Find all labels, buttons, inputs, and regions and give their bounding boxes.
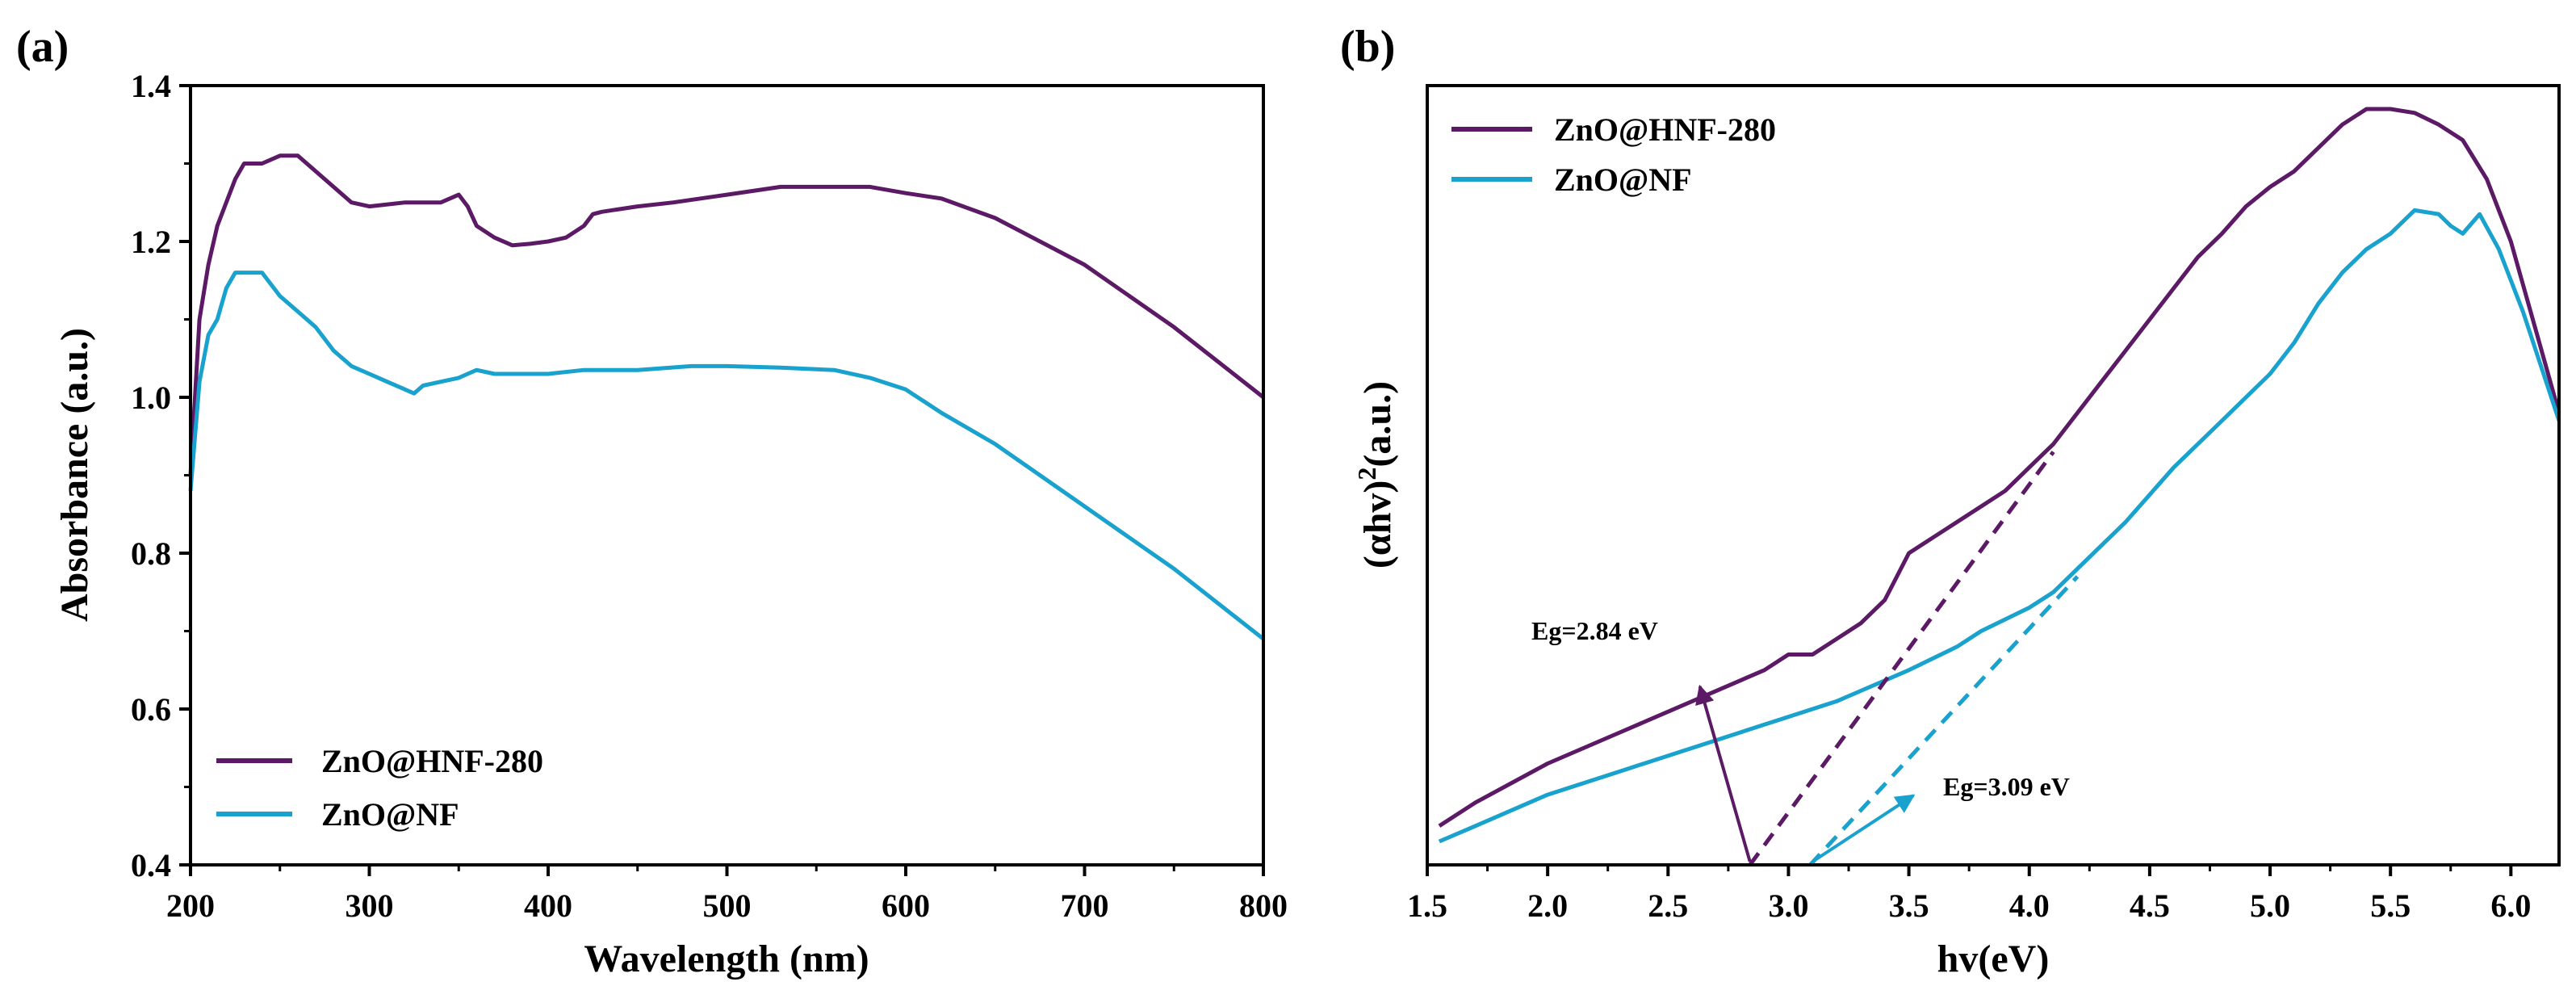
panel-b-tauc-chart: (b) 1.5 2.0 2.5 3.0 3.5 4.0 4.5 5.0 5.5 6.0 Eg=2.… bbox=[1340, 22, 2561, 980]
panel-b-legend-label-hnf: ZnO@HNF-280 bbox=[1554, 111, 1776, 148]
panel-a-x-axis-title: Wavelength (nm) bbox=[584, 938, 869, 980]
panel-b-y-axis-title-superscript: 2 bbox=[1352, 468, 1381, 480]
panel-a-y-tick-label: 0.8 bbox=[131, 535, 171, 572]
panel-a-x-tick-label: 400 bbox=[524, 887, 572, 924]
panel-a-y-tick-label: 0.6 bbox=[131, 691, 171, 728]
panel-b-eg-arrow-nf bbox=[1814, 794, 1916, 862]
panel-b-series bbox=[1438, 107, 2561, 844]
panel-b-x-tick-label: 6.0 bbox=[2490, 887, 2531, 924]
panel-a-legend-label-hnf: ZnO@HNF-280 bbox=[321, 743, 543, 779]
panel-a-x-tick-label: 700 bbox=[1061, 887, 1109, 924]
panel-b-eg-arrow-hnf bbox=[1695, 684, 1752, 862]
panel-a-y-axis-title: Absorbance (a.u.) bbox=[53, 328, 96, 622]
panel-b-x-tick-label: 4.0 bbox=[2009, 887, 2050, 924]
panel-b-x-tick-label: 1.5 bbox=[1407, 887, 1447, 924]
panel-b-x-tick-label: 2.0 bbox=[1527, 887, 1568, 924]
panel-b-y-axis-title-base: (αhv) bbox=[1356, 480, 1399, 569]
panel-a-y-tick-label: 1.0 bbox=[131, 380, 171, 416]
panel-a-series-line-1 bbox=[188, 271, 1265, 641]
panel-b-x-tick-label: 2.5 bbox=[1648, 887, 1688, 924]
panel-b-series-line-0 bbox=[1438, 107, 2561, 828]
panel-a-axes-frame bbox=[189, 84, 1265, 866]
panel-b-legend-label-nf: ZnO@NF bbox=[1554, 162, 1692, 198]
panel-a-series-line-0 bbox=[188, 153, 1265, 476]
panel-b-axes-frame bbox=[1426, 84, 2561, 866]
panel-a-y-tick-label: 1.2 bbox=[131, 224, 171, 260]
panel-b-series-line-1 bbox=[1438, 208, 2561, 844]
panel-a-x-tick-label: 300 bbox=[346, 887, 394, 924]
panel-a-label: (a) bbox=[16, 22, 69, 72]
panel-b-tangent-line-1 bbox=[1808, 575, 2080, 866]
panel-a-x-tick-label: 500 bbox=[703, 887, 752, 924]
panel-b-y-axis-title: (αhv)2(a.u.) bbox=[1352, 381, 1399, 569]
panel-b-y-axis-title-unit: (a.u.) bbox=[1356, 381, 1399, 468]
panel-b-ticks: 1.5 2.0 2.5 3.0 3.5 4.0 4.5 5.0 5.5 6.0 bbox=[1407, 865, 2531, 924]
panel-b-eg-label-nf: Eg=3.09 eV bbox=[1943, 772, 2070, 801]
panel-b-x-tick-label: 3.0 bbox=[1768, 887, 1808, 924]
panel-a-x-tick-label: 600 bbox=[882, 887, 930, 924]
panel-b-annotations: Eg=2.84 eV Eg=3.09 eV bbox=[1531, 451, 2080, 866]
panel-a-series bbox=[188, 153, 1265, 641]
panel-b-legend: ZnO@HNF-280 ZnO@NF bbox=[1451, 111, 1776, 198]
panel-a-ticks: 200 300 400 500 600 700 800 0.4 0.6 0.8 1.0 1.2 1.4 bbox=[131, 68, 1288, 924]
panel-a-y-tick-label: 1.4 bbox=[131, 68, 171, 104]
panel-b-x-tick-label: 3.5 bbox=[1889, 887, 1929, 924]
panel-b-eg-label-hnf: Eg=2.84 eV bbox=[1531, 616, 1658, 645]
panel-a-legend: ZnO@HNF-280 ZnO@NF bbox=[216, 743, 543, 833]
panel-a-x-tick-label: 200 bbox=[166, 887, 215, 924]
panel-b-x-tick-label: 5.5 bbox=[2370, 887, 2411, 924]
panel-b-x-axis-title: hv(eV) bbox=[1937, 938, 2050, 980]
panel-b-label: (b) bbox=[1340, 22, 1395, 72]
panel-b-x-tick-label: 5.0 bbox=[2250, 887, 2290, 924]
panel-a-y-tick-label: 0.4 bbox=[131, 847, 171, 883]
panel-a-x-tick-label: 800 bbox=[1239, 887, 1288, 924]
panel-a-legend-label-nf: ZnO@NF bbox=[321, 796, 459, 833]
panel-b-tangent-line-0 bbox=[1748, 451, 2055, 866]
panel-b-x-tick-label: 4.5 bbox=[2130, 887, 2170, 924]
panel-a-absorbance-chart: (a) 200 300 400 500 600 700 800 0.4 0.6 0.8 1.0 1.2… bbox=[16, 22, 1288, 980]
